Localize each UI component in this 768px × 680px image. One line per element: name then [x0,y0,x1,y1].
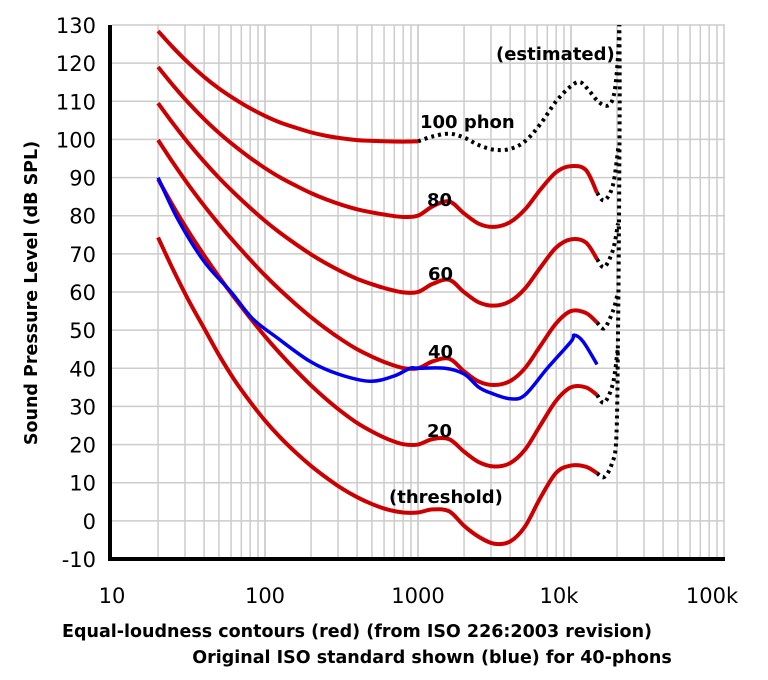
x-axis-title-line2: Original ISO standard shown (blue) for 4… [192,648,672,668]
label-80: 80 [427,190,452,211]
y-tick-label: 0 [83,510,96,534]
contour-line-60 [156,101,599,308]
y-tick-label: 100 [56,128,96,152]
y-tick-label: 90 [69,167,96,191]
label-threshold: (threshold) [389,487,503,508]
y-tick-label: 70 [69,243,96,267]
y-tick-label: 20 [69,434,96,458]
x-tick-label: 10k [540,584,580,608]
label-40: 40 [428,342,453,363]
y-tick-label: -10 [62,548,96,572]
tick-labels: -10 0 10 20 30 40 50 60 70 80 90 100 110 120 130 10 100 1… [56,14,739,608]
contour-line-threshold [156,236,599,547]
y-tick-label: 30 [69,395,96,419]
estimated-dotted-line [417,24,622,153]
y-tick-label: 120 [56,52,96,76]
series-layer [156,24,622,547]
y-axis-title: Sound Pressure Level (dB SPL) [22,141,42,445]
label-100-phon: 100 phon [420,112,515,133]
estimated-dotted-line [595,24,622,480]
y-tick-label: 10 [69,472,96,496]
contour-line-80 [156,65,599,229]
x-axis-title-line1: Equal-loudness contours (red) (from ISO … [62,622,652,642]
estimated-dotted-line [595,348,620,405]
estimated-dotted-line [595,146,621,203]
label-20: 20 [427,421,452,442]
x-tick-label: 100 [245,584,285,608]
contour-line-40 [156,138,599,388]
annotations: 100 phon 80 60 40 20 (threshold) (estima… [389,44,615,508]
x-tick-label: 10 [99,584,126,608]
x-tick-label: 1000 [391,584,444,608]
y-tick-label: 110 [56,90,96,114]
y-tick-label: 130 [56,14,96,38]
estimated-dotted-line [595,291,620,331]
label-estimated: (estimated) [496,44,615,65]
y-tick-label: 50 [69,319,96,343]
estimated-dotted-line [595,222,621,270]
axes [108,25,725,561]
contour-line-100-phon [156,29,419,144]
y-tick-label: 80 [69,205,96,229]
grid [112,24,725,560]
y-tick-label: 40 [69,357,96,381]
label-60: 60 [428,264,453,285]
contour-line-20 [156,178,599,469]
x-tick-label: 100k [686,584,739,608]
y-tick-label: 60 [69,281,96,305]
original-40-phon-line [156,176,599,401]
